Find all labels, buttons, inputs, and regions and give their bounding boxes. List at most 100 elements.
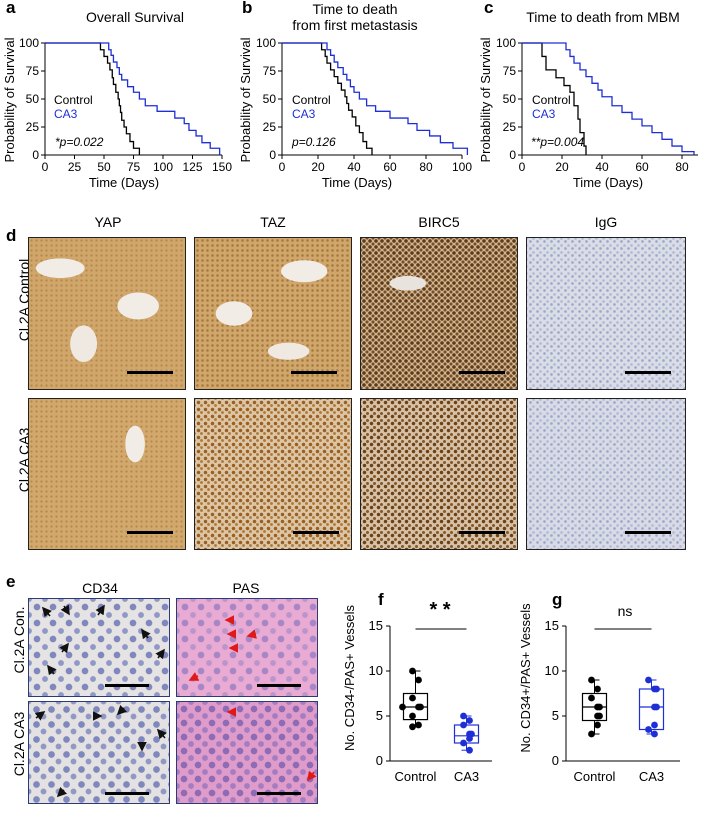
column-label-cd34: CD34	[82, 580, 118, 596]
y-tick-label: 75	[26, 64, 40, 78]
chart-c-legend-ca3: CA3	[532, 107, 556, 121]
y-tick-label: 25	[263, 120, 277, 134]
series-ca3-line	[522, 42, 695, 155]
series-control-line	[522, 42, 587, 155]
scale-bar	[257, 684, 301, 687]
scale-bar	[127, 371, 173, 374]
x-tick-label: 0	[279, 160, 286, 174]
red-arrow-icon	[307, 770, 317, 782]
scale-bar	[625, 531, 671, 534]
micrograph-pas-control	[176, 598, 318, 697]
micrograph-pas-ca3	[176, 701, 318, 804]
series-ca3-line	[282, 42, 469, 155]
arrow-icon	[47, 664, 57, 676]
panel-letter-d: d	[6, 226, 17, 245]
column-label-birc5: BIRC5	[418, 214, 460, 230]
arrow-icon	[59, 642, 69, 654]
data-point	[409, 712, 416, 720]
x-tick-label: 80	[419, 160, 433, 174]
x-tick-label: 0	[519, 160, 526, 174]
panel-letter-g: g	[552, 590, 563, 609]
scale-bar	[257, 792, 301, 795]
data-point	[399, 703, 406, 711]
chart-f-stat: * *	[429, 599, 450, 621]
series-ca3-line	[45, 42, 221, 155]
x-tick-label: 60	[635, 160, 649, 174]
data-point	[417, 703, 424, 711]
arrow-icon	[56, 786, 68, 798]
y-tick-label: 0	[32, 148, 39, 162]
x-tick-label: 0	[42, 160, 49, 174]
red-arrow-icon	[246, 629, 257, 639]
y-tick-label: 100	[19, 36, 39, 50]
chart-b-legend-control: Control	[292, 93, 331, 107]
scale-bar	[625, 371, 671, 374]
y-tick-label: 100	[256, 36, 276, 50]
data-point	[409, 694, 416, 702]
chart-a-legend-ca3: CA3	[54, 107, 78, 121]
scale-bar	[459, 531, 505, 534]
data-point	[588, 676, 595, 684]
arrow-icon	[41, 606, 52, 618]
panel-letter-b: b	[242, 0, 253, 17]
data-point	[594, 685, 601, 693]
x-tick-label: 125	[182, 160, 202, 174]
scale-bar	[293, 531, 339, 534]
red-arrow-icon	[188, 672, 200, 681]
chart-b-title-1: Time to death	[312, 1, 397, 17]
y-tick-label: 25	[26, 120, 40, 134]
chart-a: Overall Survival Probability of Survival…	[2, 9, 232, 190]
y-tick-label: 0	[509, 148, 516, 162]
column-label-taz: TAZ	[260, 214, 286, 230]
data-point	[651, 730, 658, 738]
y-tick-label: 10	[369, 663, 383, 678]
arrow-icon	[116, 704, 128, 716]
data-point	[460, 739, 467, 747]
data-point	[415, 721, 422, 729]
chart-b-legend-ca3: CA3	[292, 107, 316, 121]
y-tick-label: 5	[376, 708, 383, 723]
column-label-pas: PAS	[232, 580, 260, 596]
chart-c-xlabel: Time (Days)	[573, 175, 643, 190]
x-tick-label: 20	[555, 160, 569, 174]
y-tick-label: 75	[503, 64, 517, 78]
data-point	[466, 735, 473, 742]
chart-a-stat: *p=0.022	[55, 135, 104, 149]
y-tick-label: 15	[545, 618, 559, 633]
chart-b-stat: p=0.126	[291, 135, 336, 149]
panel-letter-a: a	[6, 0, 16, 17]
y-tick-label: 0	[552, 753, 559, 768]
data-point	[594, 721, 601, 729]
data-point	[645, 676, 652, 684]
box-charts: No. CD34-/PAS+ Vessels * * 0 5 10 15 Control…	[342, 599, 680, 784]
x-tick-label: 150	[212, 160, 232, 174]
x-tick-label: 80	[675, 160, 689, 174]
data-point	[653, 685, 660, 693]
x-tick-label: 100	[452, 160, 472, 174]
panel-letter-c: c	[484, 0, 494, 17]
x-tick-label: Control	[574, 769, 616, 784]
panel-letter-e: e	[6, 572, 16, 591]
data-point	[645, 726, 652, 733]
y-tick-label: 50	[503, 92, 517, 106]
survival-charts: Overall Survival Probability of Survival…	[2, 1, 698, 190]
column-label-igg: IgG	[594, 214, 618, 230]
data-point	[409, 723, 416, 731]
scale-bar	[127, 531, 173, 534]
micrograph-birc5-control	[360, 237, 518, 390]
data-point	[466, 717, 473, 724]
chart-c-stat: **p=0.004	[531, 135, 584, 149]
data-point	[460, 721, 467, 729]
y-tick-label: 5	[552, 708, 559, 723]
micrograph-igg-ca3	[526, 398, 686, 550]
arrow-icon	[141, 628, 151, 640]
data-point	[653, 703, 660, 711]
micrograph-yap-ca3	[28, 398, 186, 550]
micrograph-igg-control	[526, 237, 686, 390]
y-tick-label: 50	[263, 92, 277, 106]
series-control-line	[45, 42, 141, 155]
data-point	[588, 730, 595, 738]
chart-b: Time to death from first metastasis Prob…	[238, 1, 472, 190]
scale-bar	[291, 371, 337, 374]
